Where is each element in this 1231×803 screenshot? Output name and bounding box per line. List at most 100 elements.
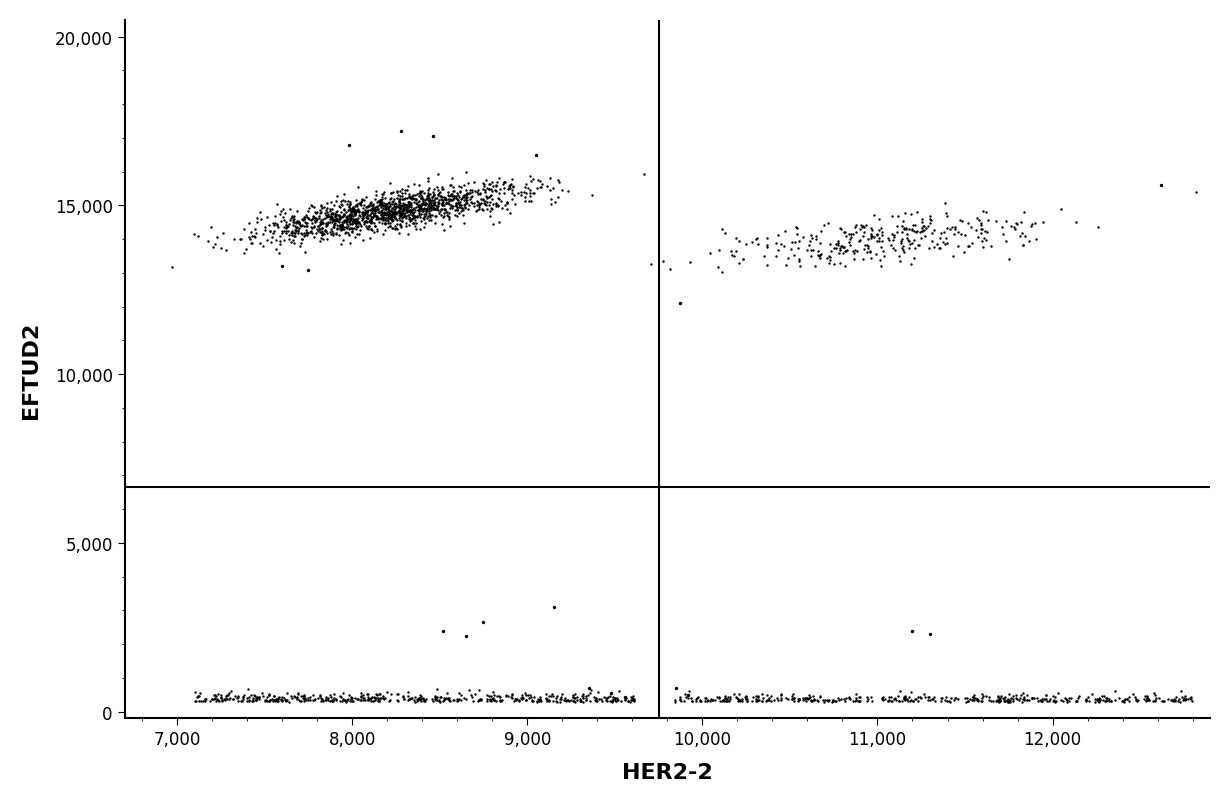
Point — [481, 190, 501, 202]
Point — [1136, 691, 1156, 704]
Point — [1024, 691, 1044, 704]
Point — [457, 194, 476, 206]
Point — [991, 694, 1011, 707]
Point — [325, 214, 345, 227]
Point — [411, 695, 431, 707]
Point — [457, 693, 476, 706]
Point — [519, 184, 539, 197]
Point — [1034, 693, 1054, 706]
Point — [537, 692, 556, 705]
Point — [416, 204, 436, 217]
Point — [345, 207, 364, 220]
Point — [835, 246, 854, 259]
Point — [339, 200, 358, 213]
Point — [579, 682, 598, 695]
Point — [879, 234, 899, 247]
Point — [340, 218, 359, 231]
Point — [455, 192, 475, 205]
Point — [384, 208, 404, 221]
Point — [427, 205, 447, 218]
Point — [298, 692, 318, 705]
Point — [330, 690, 350, 703]
Point — [345, 205, 364, 218]
Point — [395, 210, 415, 222]
Point — [319, 210, 339, 223]
Point — [399, 219, 419, 232]
Point — [288, 221, 308, 234]
Point — [428, 200, 448, 213]
Point — [245, 223, 265, 236]
Point — [410, 185, 430, 198]
Point — [385, 224, 405, 237]
Point — [419, 187, 438, 200]
Point — [826, 243, 846, 255]
Point — [437, 198, 457, 210]
Point — [491, 695, 511, 707]
Point — [361, 213, 380, 226]
Point — [484, 218, 503, 230]
Point — [929, 243, 949, 255]
Point — [420, 203, 439, 216]
Point — [362, 205, 382, 218]
Point — [407, 198, 427, 211]
Point — [558, 694, 577, 707]
Point — [968, 694, 987, 707]
Point — [384, 210, 404, 223]
Point — [469, 694, 489, 707]
Point — [275, 222, 294, 234]
Point — [549, 192, 569, 205]
Point — [187, 695, 207, 707]
Point — [486, 198, 506, 210]
Point — [337, 215, 357, 228]
Point — [920, 691, 939, 703]
Point — [367, 204, 387, 217]
Point — [490, 183, 510, 196]
Point — [415, 212, 435, 225]
Point — [377, 686, 396, 699]
Point — [993, 692, 1013, 705]
Point — [384, 201, 404, 214]
Point — [390, 190, 410, 203]
Point — [1169, 693, 1189, 706]
Point — [894, 223, 913, 236]
Point — [849, 235, 869, 248]
Point — [709, 691, 729, 703]
Point — [404, 178, 423, 191]
Point — [1046, 695, 1066, 707]
Point — [395, 193, 415, 206]
Point — [395, 185, 415, 198]
Point — [385, 206, 405, 218]
Point — [671, 695, 691, 707]
Point — [1012, 695, 1032, 708]
Point — [519, 170, 539, 183]
Point — [596, 692, 616, 705]
Point — [531, 695, 550, 707]
Point — [952, 215, 971, 228]
Point — [243, 695, 262, 707]
Point — [431, 691, 451, 703]
Point — [325, 208, 345, 221]
Point — [491, 195, 511, 208]
Point — [331, 691, 351, 703]
Point — [800, 235, 820, 248]
Point — [1082, 687, 1102, 700]
Point — [419, 173, 438, 185]
Point — [971, 687, 991, 700]
Point — [881, 695, 901, 707]
Point — [421, 195, 441, 208]
Point — [378, 211, 398, 224]
Point — [403, 193, 422, 206]
Point — [915, 230, 934, 243]
Point — [986, 215, 1006, 228]
Point — [1176, 693, 1195, 706]
Point — [204, 238, 224, 251]
Point — [355, 206, 374, 219]
Point — [430, 205, 449, 218]
Point — [414, 695, 433, 707]
Point — [294, 211, 314, 224]
Point — [571, 695, 591, 707]
Point — [215, 691, 235, 704]
Point — [607, 694, 627, 707]
Point — [363, 695, 383, 707]
Point — [263, 690, 283, 703]
